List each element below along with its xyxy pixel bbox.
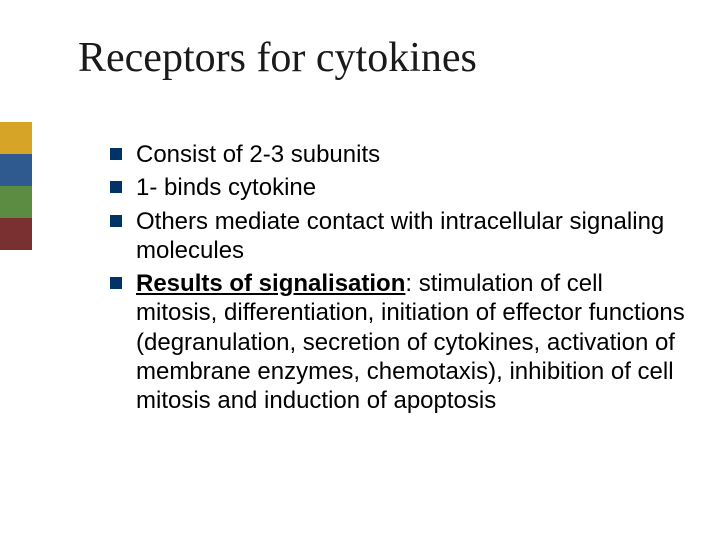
list-item: Results of signalisation: stimulation of…: [110, 269, 690, 415]
swatch-1: [0, 154, 32, 186]
square-bullet-icon: [110, 215, 122, 227]
swatch-3: [0, 218, 32, 250]
list-item: 1- binds cytokine: [110, 173, 690, 202]
list-item-text: Others mediate contact with intracellula…: [136, 207, 690, 266]
swatch-0: [0, 122, 32, 154]
page-title: Receptors for cytokines: [78, 34, 477, 82]
swatch-2: [0, 186, 32, 218]
bullet-list: Consist of 2-3 subunits 1- binds cytokine…: [110, 140, 690, 415]
square-bullet-icon: [110, 181, 122, 193]
list-item: Others mediate contact with intracellula…: [110, 207, 690, 266]
list-item-text: Consist of 2-3 subunits: [136, 140, 380, 169]
square-bullet-icon: [110, 277, 122, 289]
square-bullet-icon: [110, 148, 122, 160]
list-item: Consist of 2-3 subunits: [110, 140, 690, 169]
list-item-text: 1- binds cytokine: [136, 173, 316, 202]
list-item-text: Results of signalisation: stimulation of…: [136, 269, 690, 415]
content-area: Consist of 2-3 subunits 1- binds cytokine…: [110, 140, 690, 419]
sidebar-swatches: [0, 122, 32, 250]
